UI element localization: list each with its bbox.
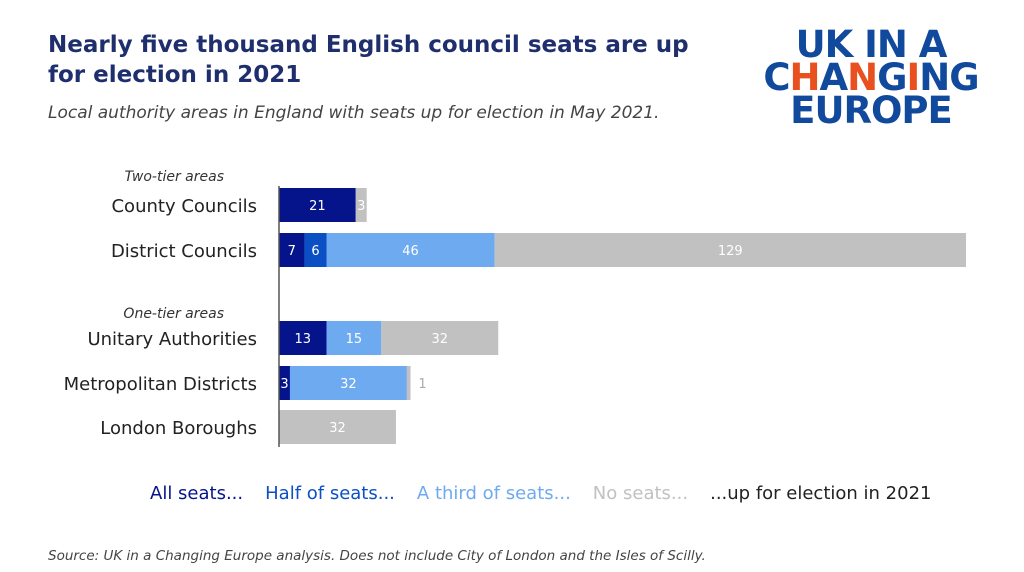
group-label: Two-tier areas bbox=[125, 169, 225, 185]
legend-third-seats: A third of seats... bbox=[416, 483, 571, 504]
legend-suffix: ...up for election in 2021 bbox=[710, 483, 932, 504]
source-note: Source: UK in a Changing Europe analysis… bbox=[48, 548, 706, 564]
data-label: 21 bbox=[309, 199, 326, 214]
bar-segment bbox=[279, 188, 356, 222]
legend-no-seats: No seats... bbox=[592, 483, 689, 504]
chart-title: Nearly five thousand English council sea… bbox=[48, 32, 689, 88]
bar-segment bbox=[279, 321, 327, 355]
bar-segment bbox=[494, 233, 966, 267]
data-label: 7 bbox=[288, 244, 296, 259]
data-label: 3 bbox=[280, 377, 288, 392]
bar-segment bbox=[326, 321, 382, 355]
category-label: District Councils bbox=[111, 241, 257, 262]
bar-segment bbox=[289, 366, 407, 400]
data-label: 32 bbox=[329, 421, 346, 436]
data-label: 46 bbox=[402, 244, 419, 259]
data-label: 32 bbox=[340, 377, 357, 392]
category-label: Unitary Authorities bbox=[87, 329, 257, 350]
legend: All seats... Half of seats... A third of… bbox=[150, 483, 931, 504]
bar-segment bbox=[279, 233, 305, 267]
legend-half-seats: Half of seats... bbox=[265, 483, 395, 504]
bar-segment bbox=[279, 410, 396, 444]
data-label: 13 bbox=[294, 332, 311, 347]
bar-segment bbox=[355, 188, 367, 222]
group-label: One-tier areas bbox=[123, 306, 224, 322]
category-label: Metropolitan Districts bbox=[64, 374, 257, 395]
chart-subtitle: Local authority areas in England with se… bbox=[48, 103, 660, 123]
data-label: 1 bbox=[418, 377, 426, 392]
bar-segment bbox=[279, 366, 290, 400]
data-label: 15 bbox=[346, 332, 363, 347]
category-label: County Councils bbox=[111, 196, 257, 217]
bar-segment bbox=[304, 233, 327, 267]
bar-segment bbox=[406, 366, 411, 400]
data-label: 6 bbox=[311, 244, 319, 259]
legend-all-seats: All seats... bbox=[150, 483, 244, 504]
bar-segment bbox=[326, 233, 495, 267]
bar-segment bbox=[381, 321, 499, 355]
uk-in-a-changing-europe-logo: UK IN A CHANGING EUROPE bbox=[763, 23, 979, 132]
data-label: 129 bbox=[718, 244, 743, 259]
category-label: London Boroughs bbox=[100, 418, 257, 439]
data-label: 32 bbox=[432, 332, 449, 347]
data-label: 3 bbox=[357, 199, 365, 214]
